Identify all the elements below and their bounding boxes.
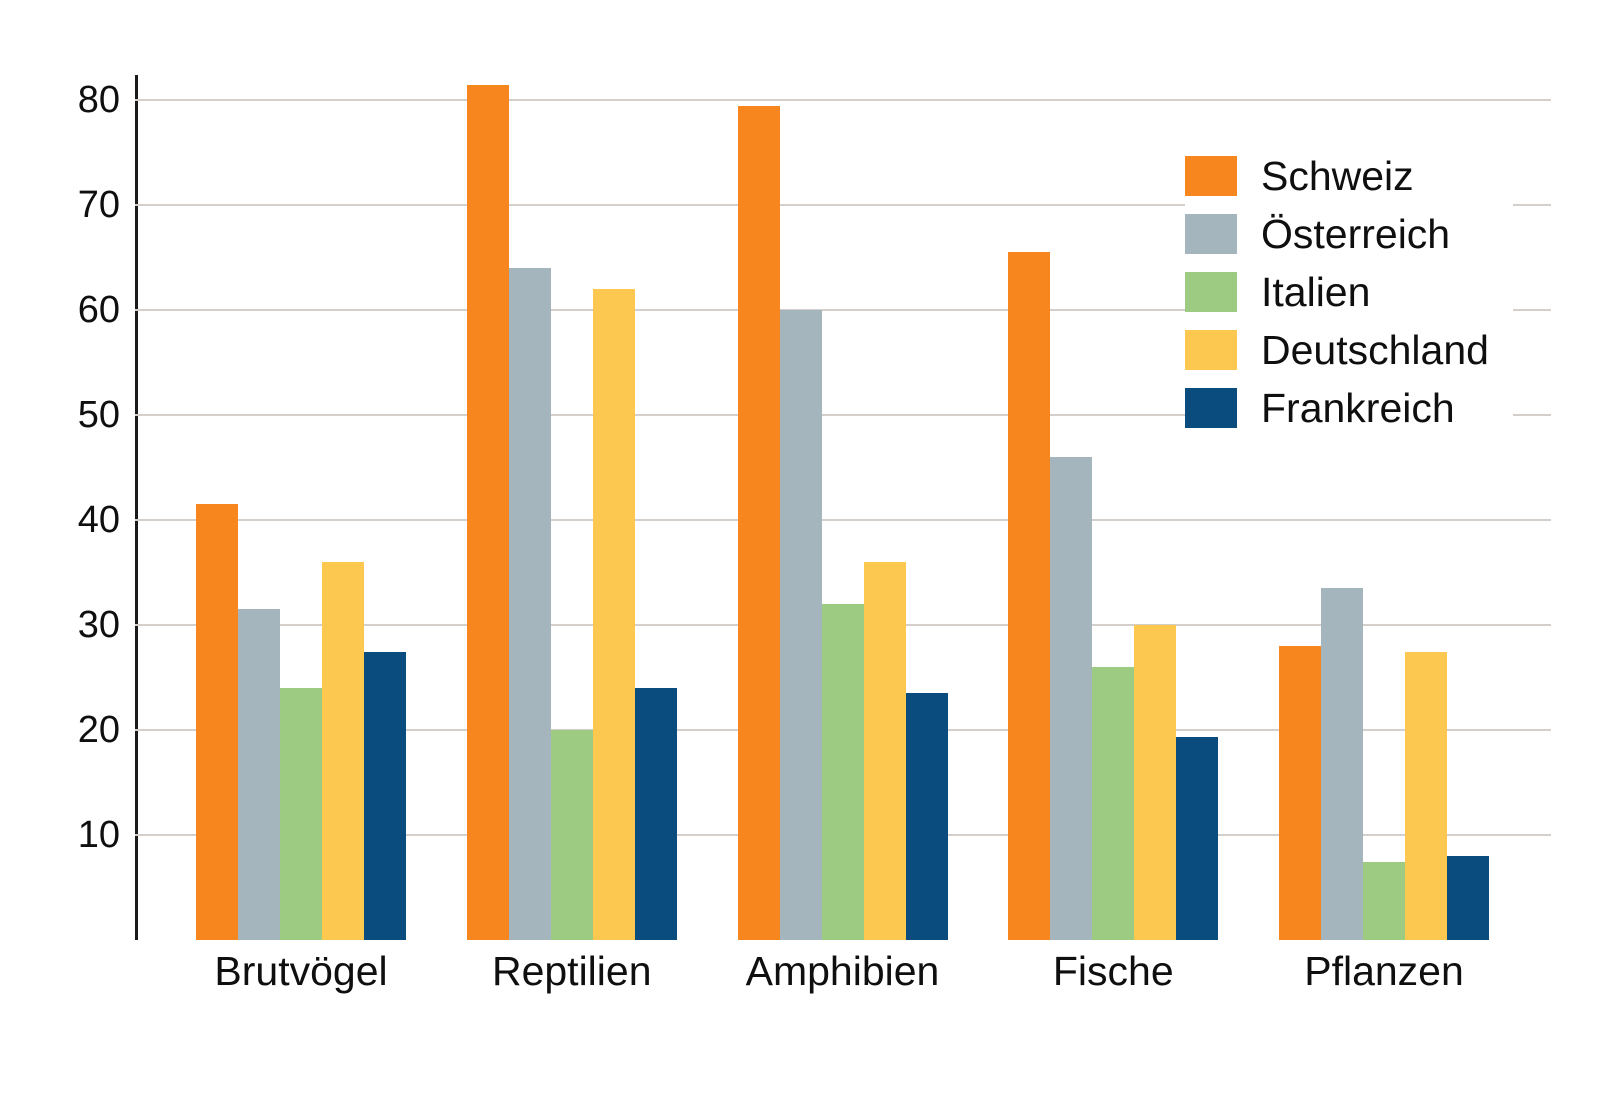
y-tick-label-80: 80 — [77, 79, 120, 121]
bar-schweiz-reptilien — [466, 85, 509, 940]
y-tick-label-10: 10 — [77, 814, 120, 856]
legend-item-frankreich: Frankreich — [1185, 385, 1489, 431]
category-label-reptilien: Reptilien — [491, 948, 652, 994]
legend-item-deutschland: Deutschland — [1185, 327, 1489, 373]
y-tick-label-60: 60 — [77, 289, 120, 331]
legend-label-oesterreich: Österreich — [1261, 210, 1451, 257]
bar-frankreich-amphibien — [905, 693, 948, 940]
bar-oesterreich-pflanzen — [1321, 588, 1363, 940]
gridline-40 — [135, 519, 1551, 521]
bar-deutschland-pflanzen — [1405, 652, 1447, 940]
bar-oesterreich-amphibien — [779, 310, 822, 940]
bar-frankreich-reptilien — [634, 688, 677, 940]
category-label-fische: Fische — [1052, 948, 1174, 994]
bar-deutschland-reptilien — [592, 289, 635, 940]
legend-item-italien: Italien — [1185, 269, 1489, 315]
legend-swatch-frankreich — [1185, 388, 1237, 428]
bar-schweiz-fische — [1008, 252, 1051, 940]
legend-label-schweiz: Schweiz — [1261, 152, 1414, 199]
legend: Schweiz Österreich Italien Deutschland Frank… — [1185, 140, 1513, 444]
bar-frankreich-brutvoegel — [364, 652, 406, 940]
bar-italien-brutvoegel — [280, 688, 322, 940]
bar-schweiz-brutvoegel — [196, 504, 238, 940]
legend-item-oesterreich: Österreich — [1185, 211, 1489, 257]
bar-oesterreich-fische — [1050, 457, 1093, 940]
bar-schweiz-pflanzen — [1279, 646, 1321, 940]
bar-deutschland-amphibien — [863, 562, 906, 940]
y-tick-label-70: 70 — [77, 184, 120, 226]
bar-italien-amphibien — [821, 604, 864, 940]
legend-item-schweiz: Schweiz — [1185, 153, 1489, 199]
y-tick-label-20: 20 — [77, 709, 120, 751]
bar-frankreich-fische — [1176, 737, 1219, 940]
bar-italien-fische — [1092, 667, 1135, 940]
y-tick-label-40: 40 — [77, 499, 120, 541]
legend-swatch-deutschland — [1185, 330, 1237, 370]
bar-schweiz-amphibien — [737, 106, 780, 940]
legend-swatch-oesterreich — [1185, 214, 1237, 254]
category-label-brutvoegel: Brutvögel — [214, 948, 388, 994]
gridline-80 — [135, 99, 1551, 101]
gridline-60 — [135, 309, 1551, 311]
gridline-50 — [135, 414, 1551, 416]
category-label-pflanzen: Pflanzen — [1304, 948, 1464, 994]
legend-swatch-schweiz — [1185, 156, 1237, 196]
bar-oesterreich-reptilien — [508, 268, 551, 940]
bar-frankreich-pflanzen — [1447, 856, 1489, 940]
legend-label-frankreich: Frankreich — [1261, 384, 1455, 431]
bar-deutschland-fische — [1134, 625, 1177, 940]
bar-oesterreich-brutvoegel — [238, 609, 280, 940]
category-label-amphibien: Amphibien — [745, 948, 940, 994]
legend-swatch-italien — [1185, 272, 1237, 312]
legend-label-italien: Italien — [1261, 268, 1371, 315]
legend-label-deutschland: Deutschland — [1261, 326, 1489, 373]
y-axis-line — [135, 75, 138, 940]
y-tick-label-50: 50 — [77, 394, 120, 436]
y-tick-label-30: 30 — [77, 604, 120, 646]
bar-italien-reptilien — [550, 730, 593, 940]
gridline-70 — [135, 204, 1551, 206]
bar-italien-pflanzen — [1363, 862, 1405, 940]
bar-deutschland-brutvoegel — [322, 562, 364, 940]
